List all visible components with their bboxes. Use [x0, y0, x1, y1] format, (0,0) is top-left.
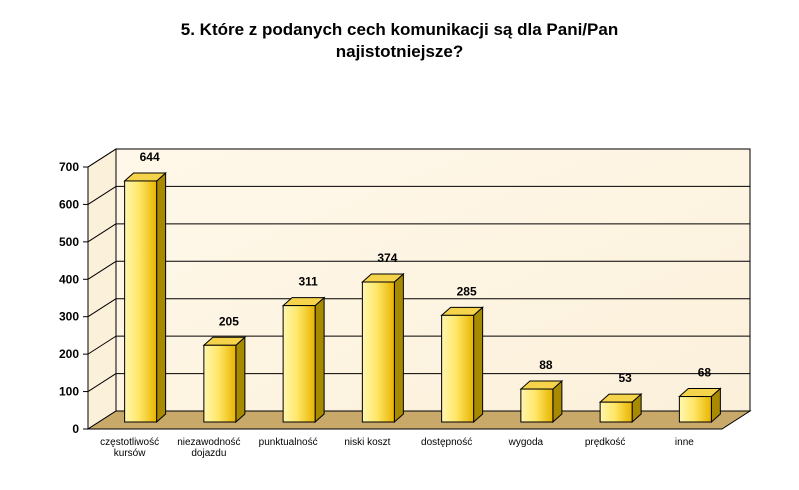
- bars: [123, 171, 722, 424]
- bar-side: [156, 171, 167, 424]
- bar-front: [599, 401, 633, 423]
- bar-front: [282, 305, 316, 423]
- bar: [123, 171, 167, 424]
- bar-side: [314, 296, 325, 424]
- y-tick-label: 600: [59, 197, 79, 211]
- y-tick-label: 300: [59, 310, 79, 324]
- y-tick-label: 400: [59, 272, 79, 286]
- y-tick-label: 200: [59, 347, 79, 361]
- x-tick-label: kursów: [114, 448, 146, 459]
- chart-title: 5. Które z podanych cech komunikacji są …: [0, 19, 799, 63]
- y-axis-ticks: 0 100 200 300 400 500 600 700: [59, 160, 89, 436]
- data-label: 68: [698, 366, 712, 380]
- bar-front: [361, 281, 395, 423]
- side-wall: [87, 148, 117, 430]
- x-tick-label: dostępność: [421, 437, 472, 448]
- bar: [678, 387, 722, 424]
- data-label: 88: [539, 358, 553, 372]
- plot-area: [86, 148, 752, 430]
- gridline-side: [87, 223, 117, 243]
- data-labels: 644 205 311 374 285 88 53 68: [140, 150, 712, 385]
- data-label: 53: [618, 371, 632, 385]
- gridline-side: [87, 373, 117, 392]
- y-tick-label: 700: [59, 160, 79, 174]
- x-tick-label: prędkość: [585, 437, 626, 448]
- bar-front: [678, 396, 712, 423]
- floor: [86, 410, 752, 430]
- gridline-side: [87, 335, 117, 355]
- y-tick-label: 500: [59, 235, 79, 249]
- chart-title-line-2: najistotniejsze?: [335, 42, 464, 61]
- bar: [281, 296, 326, 424]
- x-tick-label: niski koszt: [344, 437, 390, 448]
- bar-front: [124, 180, 158, 423]
- chart-title-line-1: 5. Które z podanych cech komunikacji są …: [180, 20, 619, 39]
- x-tick-label: niezawodność: [177, 437, 240, 448]
- gridline-side: [87, 260, 117, 280]
- bar-side: [393, 272, 404, 424]
- x-tick-label: inne: [675, 437, 694, 448]
- data-label: 311: [298, 275, 318, 289]
- bar: [440, 306, 484, 424]
- x-tick-label: punktualność: [259, 437, 318, 448]
- bar-front: [441, 314, 475, 423]
- x-tick-label: dojazdu: [191, 448, 226, 459]
- data-label: 644: [140, 150, 160, 164]
- bar: [598, 393, 643, 424]
- bar: [202, 336, 247, 424]
- y-tick-label: 100: [59, 385, 79, 399]
- bar-front: [203, 344, 237, 423]
- bar: [519, 379, 564, 424]
- data-label: 285: [457, 284, 477, 298]
- data-label: 205: [219, 314, 239, 328]
- bar-side: [473, 306, 484, 424]
- y-tick-label: 0: [72, 422, 79, 436]
- gridline-side: [87, 298, 117, 318]
- bar: [361, 272, 405, 424]
- x-tick-label: częstotliwość: [100, 437, 159, 448]
- gridline-side: [87, 185, 117, 205]
- gridline-side: [87, 148, 117, 168]
- bar-front: [520, 388, 554, 423]
- bar-side: [235, 336, 246, 424]
- x-tick-label: wygoda: [508, 437, 544, 448]
- data-label: 374: [377, 251, 397, 265]
